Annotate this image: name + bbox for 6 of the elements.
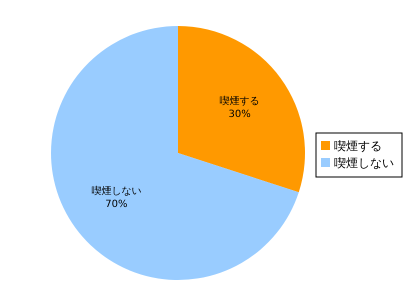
- legend-label: 喫煙する: [334, 139, 382, 153]
- data-label: 70%: [105, 198, 128, 210]
- data-label: 30%: [228, 109, 251, 120]
- legend-label: 喫煙しない: [334, 156, 394, 170]
- slice-label: 喫煙する: [220, 95, 260, 108]
- slice-label: 喫煙しない: [91, 184, 142, 197]
